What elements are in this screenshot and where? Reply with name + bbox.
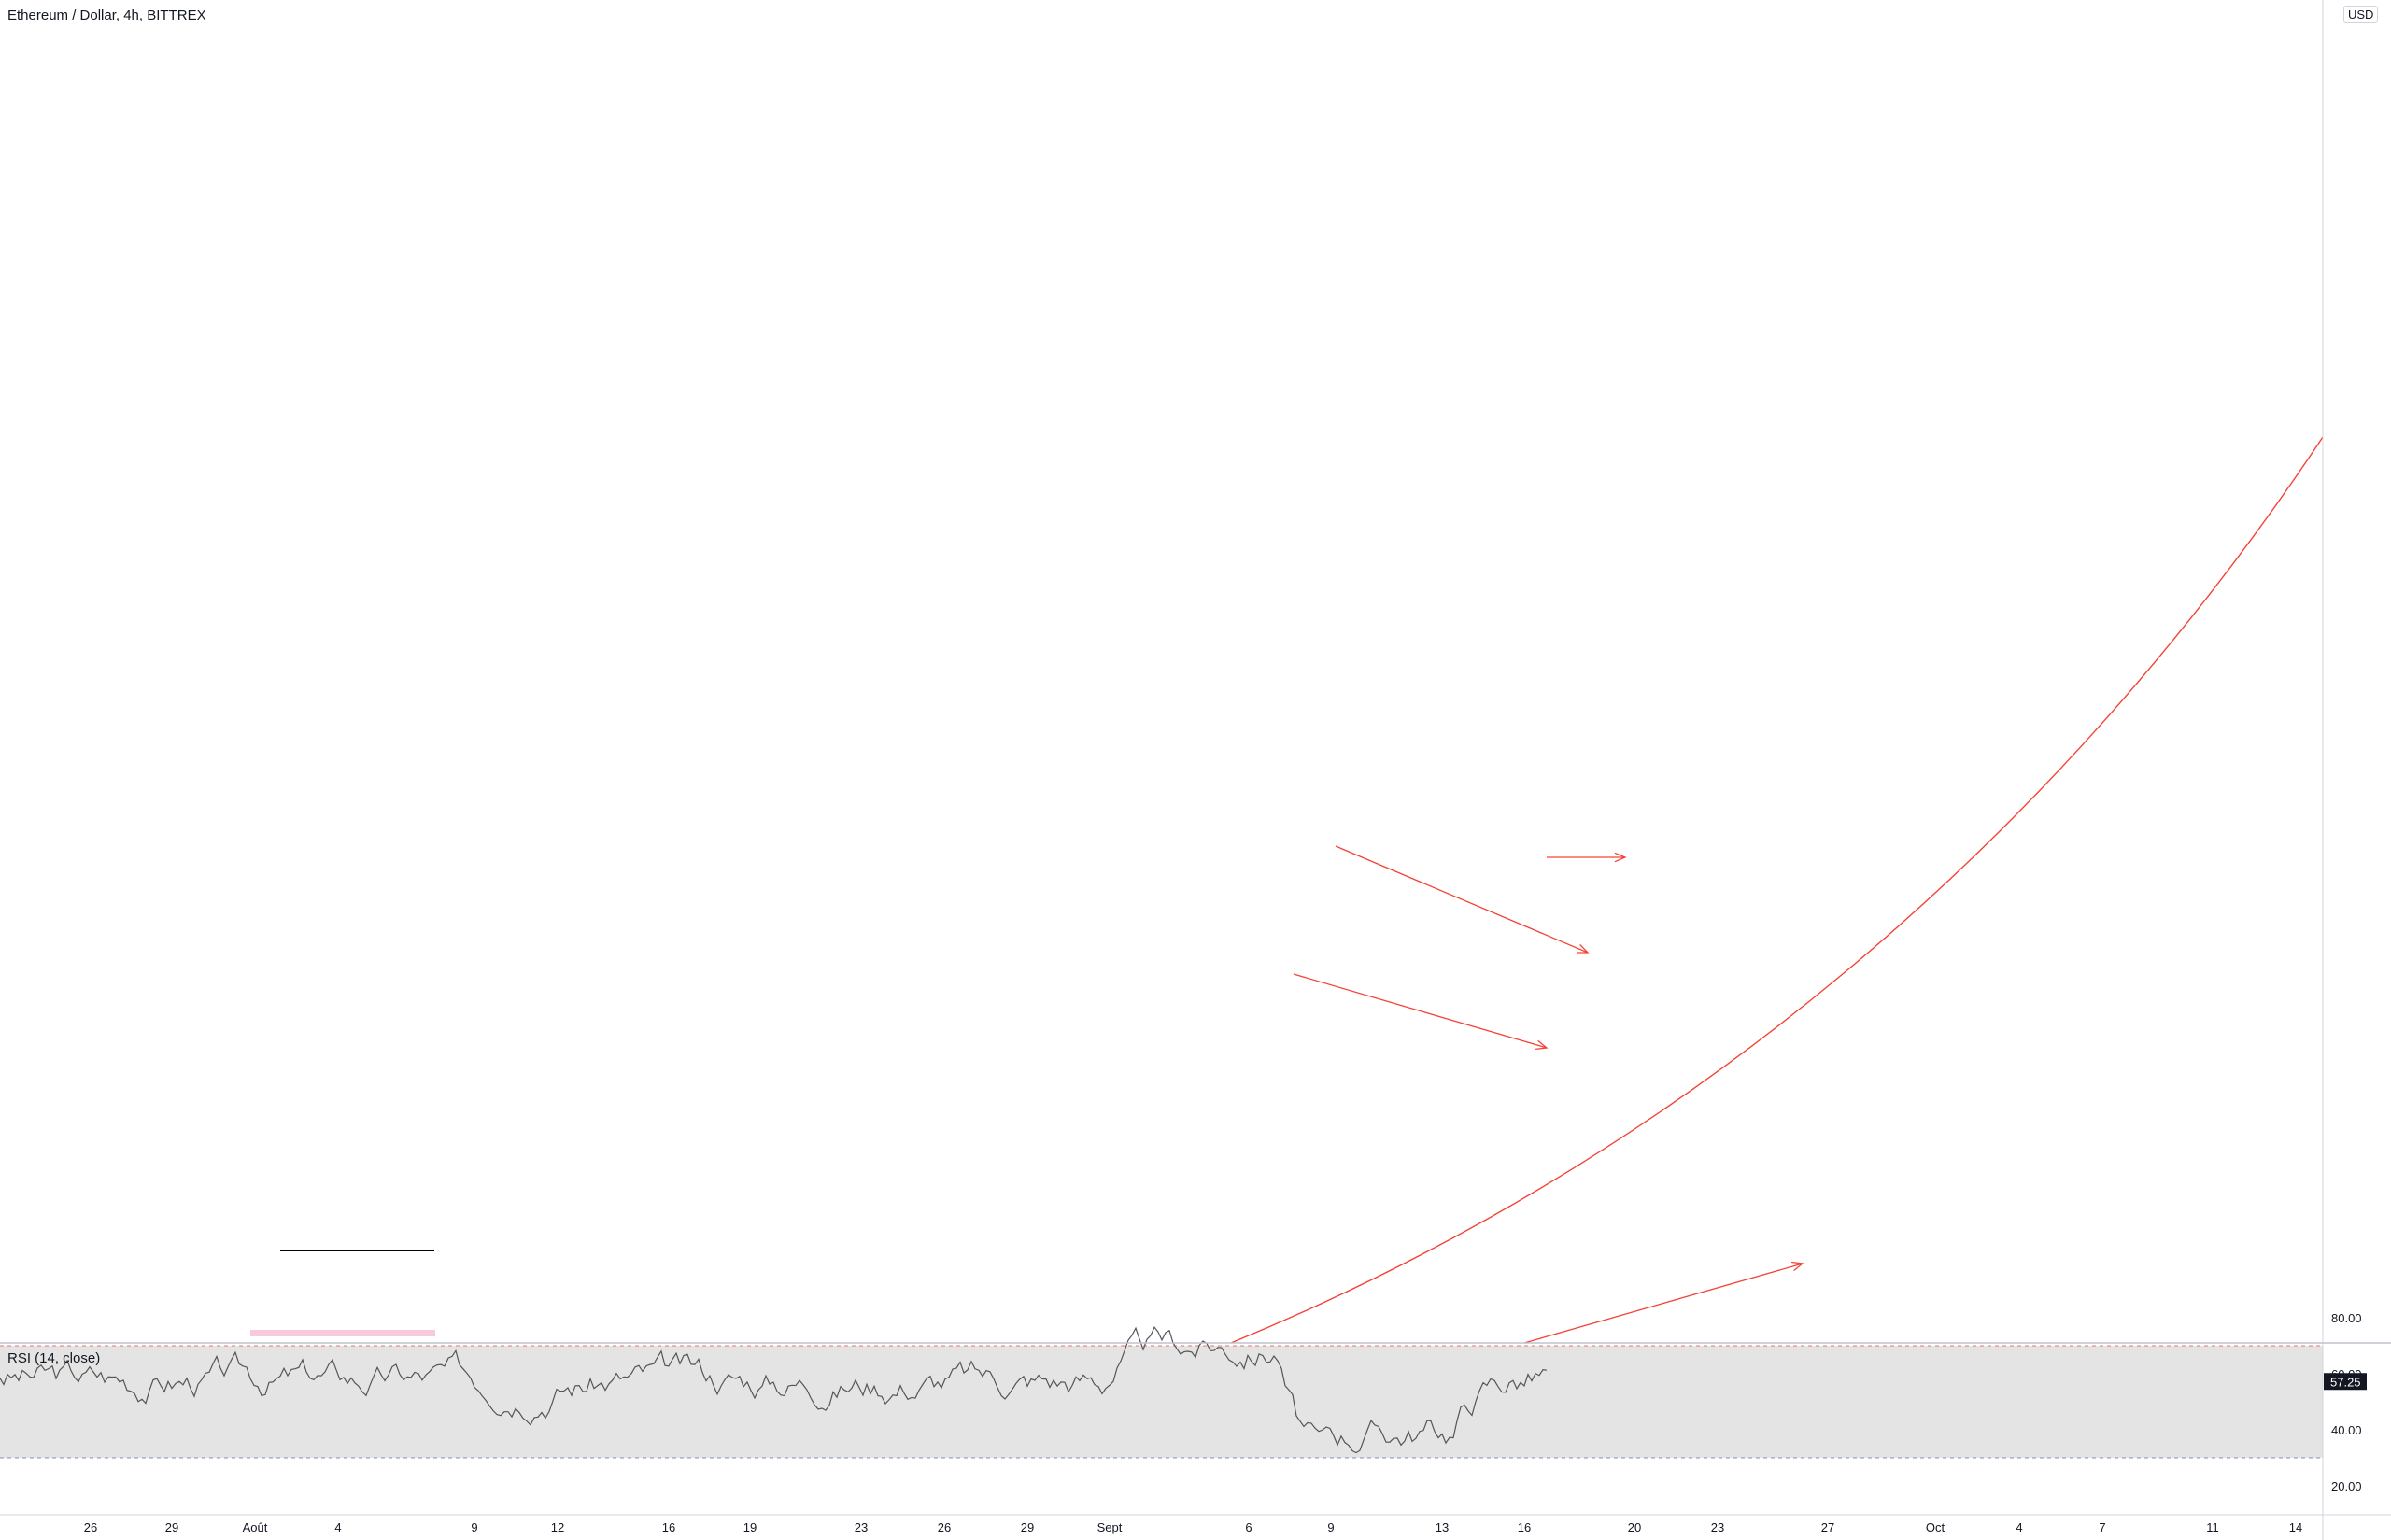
- time-tick-label: 19: [743, 1520, 757, 1534]
- pink-marker: [250, 1330, 435, 1336]
- price-labels: 5677.1355674.38002:02:473541.7263355.473…: [2324, 1373, 2367, 1391]
- trend-arrow: [1523, 1263, 1804, 1344]
- rsi-tick-label: 80.00: [2331, 1311, 2362, 1325]
- time-tick-label: 13: [1436, 1520, 1449, 1534]
- time-tick-label: 26: [938, 1520, 951, 1534]
- rsi-indicator-label[interactable]: RSI (14, close): [7, 1350, 101, 1366]
- trend-arrow: [1335, 845, 1589, 954]
- trend-arrow: [1293, 973, 1548, 1049]
- rsi-line: [0, 1326, 1548, 1454]
- time-tick-label: 29: [165, 1520, 178, 1534]
- rsi-current-bg: [2324, 1373, 2367, 1391]
- parabolic-curve: [1230, 436, 2324, 1344]
- time-tick-label: 4: [334, 1520, 341, 1534]
- time-tick-label: 11: [2206, 1520, 2219, 1534]
- time-tick-label: 23: [1711, 1520, 1724, 1534]
- rsi-band: [0, 1346, 2323, 1458]
- symbol-title: Ethereum / Dollar, 4h, BITTREX: [7, 7, 206, 23]
- time-tick-label: 20: [1628, 1520, 1641, 1534]
- currency-button[interactable]: USD: [2343, 6, 2379, 23]
- time-tick-label: 12: [551, 1520, 564, 1534]
- time-tick-label: Oct: [1926, 1520, 1945, 1534]
- horizontal-levels: [250, 1250, 435, 1336]
- time-tick-label: 6: [1245, 1520, 1252, 1534]
- time-tick-label: 4: [2016, 1520, 2022, 1534]
- time-tick-label: 7: [2099, 1520, 2105, 1534]
- time-tick-label: 26: [84, 1520, 97, 1534]
- arrow-head: [1576, 943, 1590, 954]
- time-tick-label: 14: [2289, 1520, 2302, 1534]
- rsi-tick-label: 20.00: [2331, 1479, 2362, 1493]
- time-tick-label: 16: [1518, 1520, 1531, 1534]
- time-tick-label: 29: [1021, 1520, 1034, 1534]
- rsi-current-label: 57.25: [2330, 1375, 2361, 1389]
- arrow-head: [1535, 1039, 1549, 1051]
- time-tick-label: 9: [471, 1520, 477, 1534]
- time-tick-label: 16: [662, 1520, 675, 1534]
- arrow-head: [1614, 852, 1627, 863]
- rsi-tick-label: 40.00: [2331, 1423, 2362, 1437]
- arrow-head: [1791, 1261, 1804, 1272]
- time-tick-label: Sept: [1097, 1520, 1123, 1534]
- time-tick-label: Août: [243, 1520, 268, 1534]
- drawings: [1230, 436, 2324, 1344]
- time-tick-label: 23: [855, 1520, 868, 1534]
- time-tick-label: 27: [1821, 1520, 1834, 1534]
- time-tick-label: 9: [1327, 1520, 1334, 1534]
